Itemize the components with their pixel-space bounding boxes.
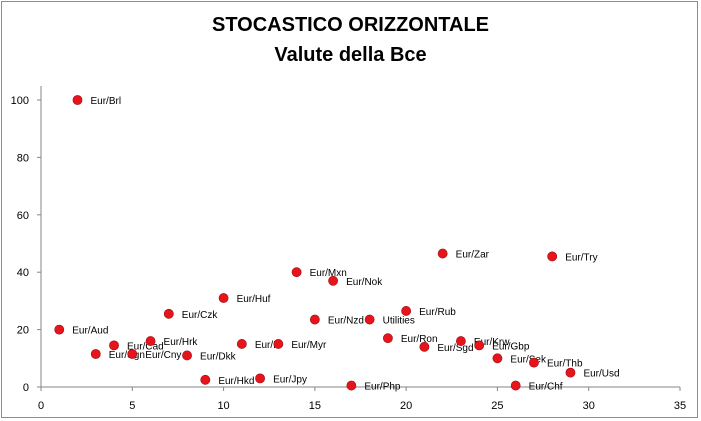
data-label: Eur/Huf bbox=[237, 294, 271, 305]
data-label: Eur/Zar bbox=[456, 250, 490, 261]
data-label: Eur/Sgn bbox=[109, 350, 145, 361]
data-point bbox=[236, 339, 247, 349]
data-label: Eur/Brl bbox=[91, 96, 122, 107]
data-point bbox=[182, 350, 192, 361]
data-label: Eur/Chf bbox=[529, 382, 563, 393]
data-point bbox=[547, 251, 558, 262]
data-label: Eur/Czk bbox=[182, 310, 219, 321]
data-label: Eur/Nok bbox=[346, 277, 383, 288]
data-point bbox=[565, 367, 576, 378]
y-tick-label: 0 bbox=[23, 382, 29, 394]
data-label: Eur/Ir bbox=[255, 340, 280, 351]
data-label: Eur/Gbp bbox=[492, 341, 530, 352]
x-tick-label: 5 bbox=[129, 400, 135, 412]
data-point bbox=[419, 341, 430, 352]
data-point bbox=[529, 357, 539, 368]
data-point bbox=[145, 336, 156, 346]
chart-title: STOCASTICO ORIZZONTALE bbox=[211, 14, 490, 36]
data-label: Utilities bbox=[383, 316, 415, 327]
data-point bbox=[346, 380, 357, 391]
data-label: Eur/Sgd bbox=[437, 343, 473, 354]
data-point bbox=[364, 314, 375, 325]
data-point bbox=[328, 275, 339, 286]
data-point bbox=[474, 340, 485, 351]
data-label: Eur/Aud bbox=[72, 326, 108, 337]
x-tick-label: 15 bbox=[309, 400, 321, 412]
data-label: Eur/Cad bbox=[127, 341, 164, 352]
data-point bbox=[309, 314, 320, 325]
data-label: Eur/Krw bbox=[474, 337, 510, 348]
data-point bbox=[90, 349, 101, 359]
data-point bbox=[163, 308, 174, 319]
data-point bbox=[109, 340, 119, 351]
data-point bbox=[382, 333, 393, 344]
data-label: Eur/Rub bbox=[419, 307, 456, 318]
x-tick-label: 35 bbox=[674, 400, 686, 412]
data-point bbox=[255, 373, 265, 384]
x-tick-label: 0 bbox=[38, 400, 44, 412]
y-tick-label: 40 bbox=[17, 267, 29, 279]
data-point bbox=[127, 349, 138, 359]
data-label: Eur/Hkd bbox=[218, 376, 254, 387]
data-point bbox=[456, 336, 466, 346]
data-point bbox=[401, 306, 412, 316]
data-label: Eur/Php bbox=[364, 382, 401, 393]
data-label: Eur/Dkk bbox=[200, 351, 237, 362]
data-label: Eur/Sek bbox=[510, 354, 547, 365]
data-label: Eur/Nzd bbox=[328, 316, 364, 327]
x-tick-label: 25 bbox=[491, 400, 503, 412]
data-label: Eur/Thb bbox=[547, 359, 583, 370]
data-label: Eur/Cny bbox=[145, 350, 181, 361]
x-tick-label: 30 bbox=[583, 400, 595, 412]
data-label: Eur/Myr bbox=[291, 340, 327, 351]
data-point bbox=[200, 374, 211, 385]
y-tick-label: 60 bbox=[17, 210, 29, 222]
chart-subtitle: Valute della Bce bbox=[274, 44, 427, 66]
data-label: Eur/Try bbox=[565, 252, 597, 263]
data-point bbox=[291, 267, 302, 278]
x-tick-label: 10 bbox=[217, 400, 229, 412]
data-label: Eur/Usd bbox=[583, 369, 619, 380]
y-tick-label: 20 bbox=[17, 325, 29, 337]
data-point bbox=[273, 339, 284, 349]
axes bbox=[37, 86, 681, 391]
data-point bbox=[72, 95, 83, 105]
data-point bbox=[492, 353, 503, 364]
data-point bbox=[218, 293, 229, 303]
data-label: Eur/Hrk bbox=[164, 337, 199, 348]
data-point bbox=[510, 380, 521, 391]
y-tick-label: 100 bbox=[11, 95, 29, 107]
x-tick-label: 20 bbox=[400, 400, 412, 412]
data-label: Eur/Jpy bbox=[273, 374, 307, 385]
tick-labels: 0 5 10 15 20 25 30 35 0 20 40 60 80 100 bbox=[11, 95, 686, 412]
data-point bbox=[437, 248, 448, 259]
y-tick-label: 80 bbox=[17, 152, 29, 164]
data-label: Eur/Ron bbox=[401, 334, 438, 345]
data-point bbox=[54, 324, 65, 335]
data-label: Eur/Mxn bbox=[310, 268, 347, 279]
